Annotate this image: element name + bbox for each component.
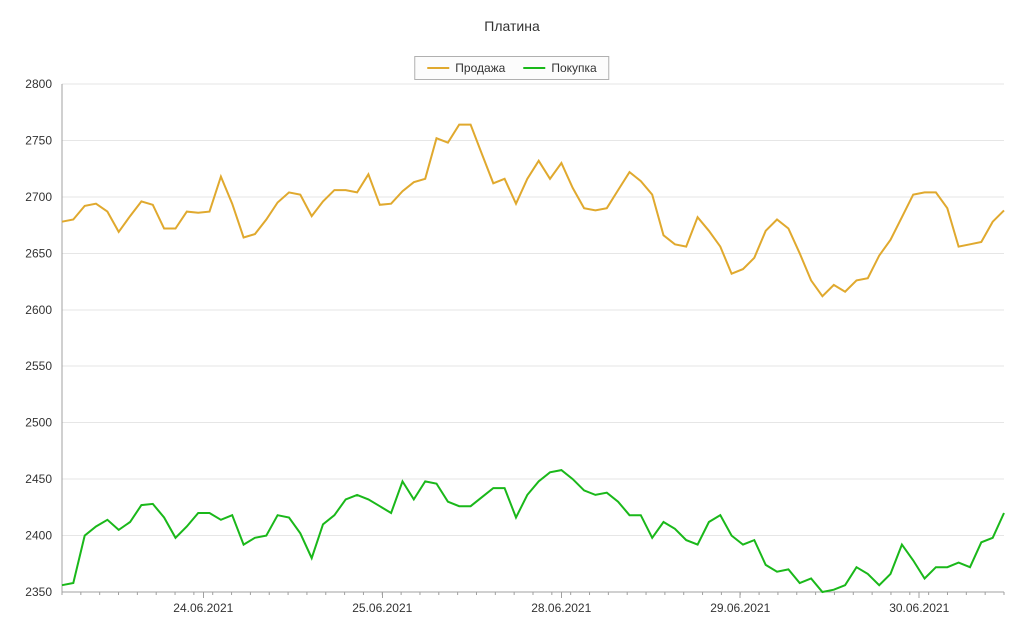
chart-svg: 2350 2400 2450 2500 2550 2600 2650 2700 2750 2800… — [0, 0, 1024, 640]
chart-container: Платина Продажа Покупка 2350240024502500… — [0, 0, 1024, 640]
y-tick-label: 2350 — [25, 585, 52, 599]
y-tick-label: 2400 — [25, 529, 52, 543]
y-tick-label: 2650 — [25, 246, 52, 260]
y-tick-label: 2550 — [25, 359, 52, 373]
y-tick-label: 2750 — [25, 133, 52, 147]
y-tick-label: 2450 — [25, 472, 52, 486]
x-tick-label: 25.06.2021 — [352, 601, 412, 615]
y-tick-label: 2500 — [25, 416, 52, 430]
y-tick-label: 2600 — [25, 303, 52, 317]
x-tick-label: 28.06.2021 — [531, 601, 591, 615]
y-tick-label: 2700 — [25, 190, 52, 204]
y-tick-label: 2800 — [25, 77, 52, 91]
series-line — [62, 470, 1004, 592]
x-tick-label: 30.06.2021 — [889, 601, 949, 615]
series-line — [62, 125, 1004, 297]
x-tick-label: 29.06.2021 — [710, 601, 770, 615]
x-tick-label: 24.06.2021 — [173, 601, 233, 615]
